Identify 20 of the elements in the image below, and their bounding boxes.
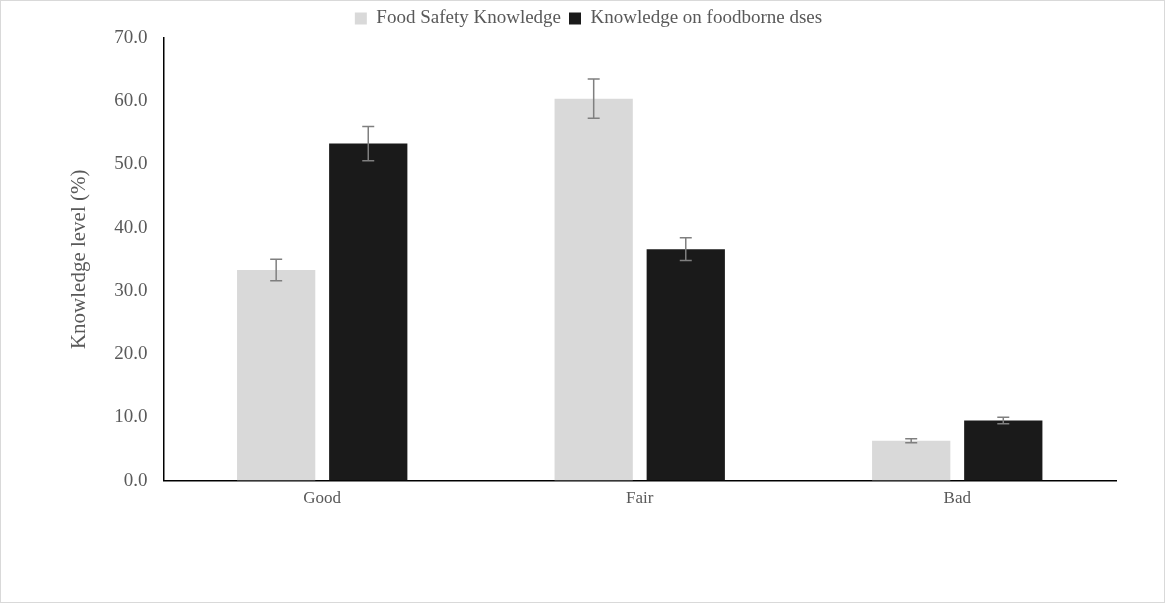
y-tick-label: 30.0 — [114, 278, 148, 300]
x-tick-label: Bad — [943, 488, 972, 508]
bar — [237, 270, 316, 481]
bar — [554, 98, 633, 481]
legend-label: Knowledge on foodborne dses — [590, 6, 823, 28]
bar — [964, 420, 1043, 481]
y-tick-label: 0.0 — [123, 468, 148, 490]
y-axis-title: Knowledge level (%) — [66, 169, 91, 350]
y-tick-label: 40.0 — [114, 215, 148, 237]
y-tick-label: 20.0 — [114, 342, 148, 364]
bar — [646, 249, 725, 481]
y-tick-label: 70.0 — [114, 25, 148, 47]
y-tick-label: 10.0 — [114, 405, 148, 427]
y-tick-label: 60.0 — [114, 89, 148, 111]
x-tick-label: Good — [303, 488, 342, 508]
x-tick-label: Fair — [626, 488, 654, 508]
bar — [329, 143, 408, 481]
legend-label: Food Safety Knowledge — [376, 6, 562, 28]
y-tick-label: 50.0 — [114, 152, 148, 174]
bar — [872, 440, 951, 481]
